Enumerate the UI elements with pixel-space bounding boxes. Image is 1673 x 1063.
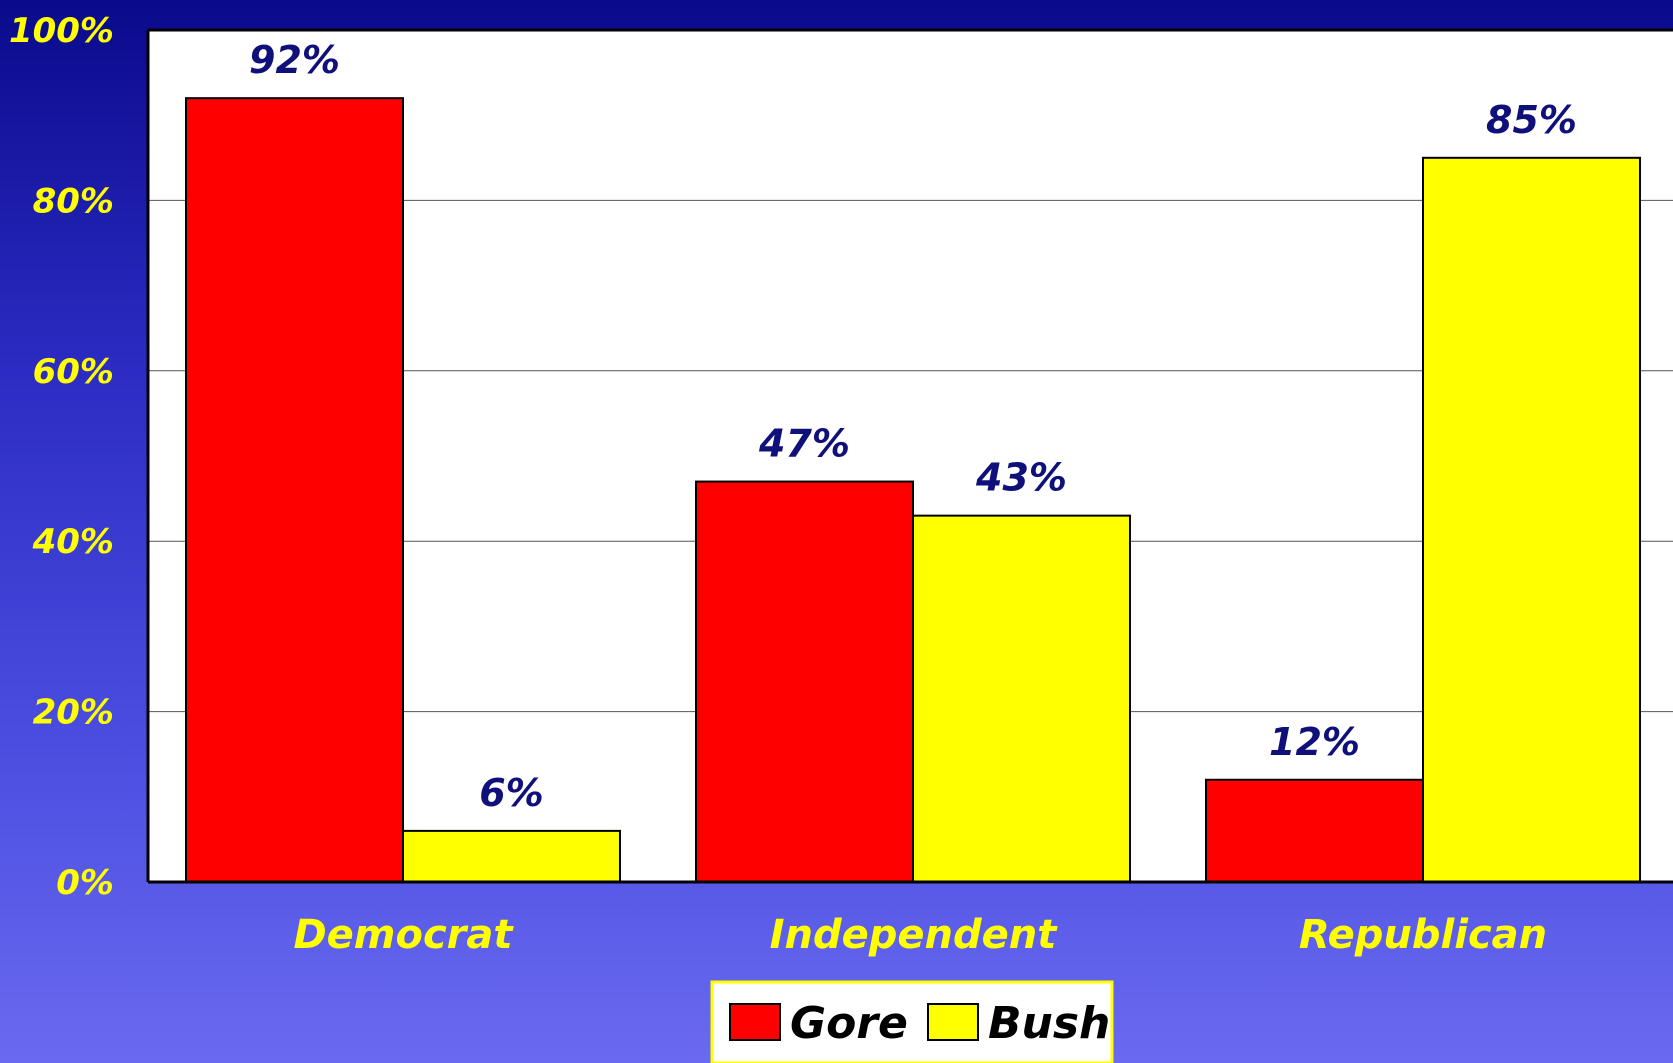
- y-tick-label: 80%: [33, 181, 114, 221]
- x-axis-ticks: Democrat Independent Republican: [293, 912, 1547, 958]
- bar-bush-independent: [912, 514, 1131, 883]
- y-tick-label: 100%: [9, 11, 114, 51]
- data-label: 12%: [1269, 720, 1360, 764]
- legend: Gore Bush: [710, 980, 1114, 1063]
- y-tick-label: 0%: [56, 863, 114, 903]
- data-label: 85%: [1486, 98, 1577, 142]
- bar-gore-republican: [1205, 778, 1424, 884]
- legend-label-gore: Gore: [790, 998, 908, 1049]
- y-tick-label: 60%: [33, 352, 114, 392]
- bar-bush-democrat: [402, 829, 621, 884]
- y-tick-label: 20%: [33, 693, 114, 733]
- bar-bush-republican: [1422, 156, 1641, 884]
- legend-swatch-gore: [729, 1003, 781, 1041]
- y-axis-ticks: 0% 20% 40% 60% 80% 100%: [9, 11, 114, 903]
- data-label: 6%: [479, 771, 544, 815]
- data-labels: 92% 6% 47% 43% 12% 85%: [249, 38, 1577, 815]
- x-tick-label: Democrat: [293, 912, 514, 958]
- bar-gore-independent: [695, 480, 914, 883]
- data-label: 43%: [975, 456, 1067, 500]
- data-label: 47%: [758, 422, 850, 466]
- x-tick-label: Republican: [1299, 912, 1547, 958]
- legend-label-bush: Bush: [988, 998, 1110, 1049]
- legend-swatch-bush: [927, 1003, 979, 1041]
- bar-gore-democrat: [185, 97, 404, 884]
- x-tick-label: Independent: [770, 912, 1059, 958]
- data-label: 92%: [249, 38, 340, 82]
- bars: [185, 97, 1641, 884]
- y-tick-label: 40%: [32, 522, 114, 562]
